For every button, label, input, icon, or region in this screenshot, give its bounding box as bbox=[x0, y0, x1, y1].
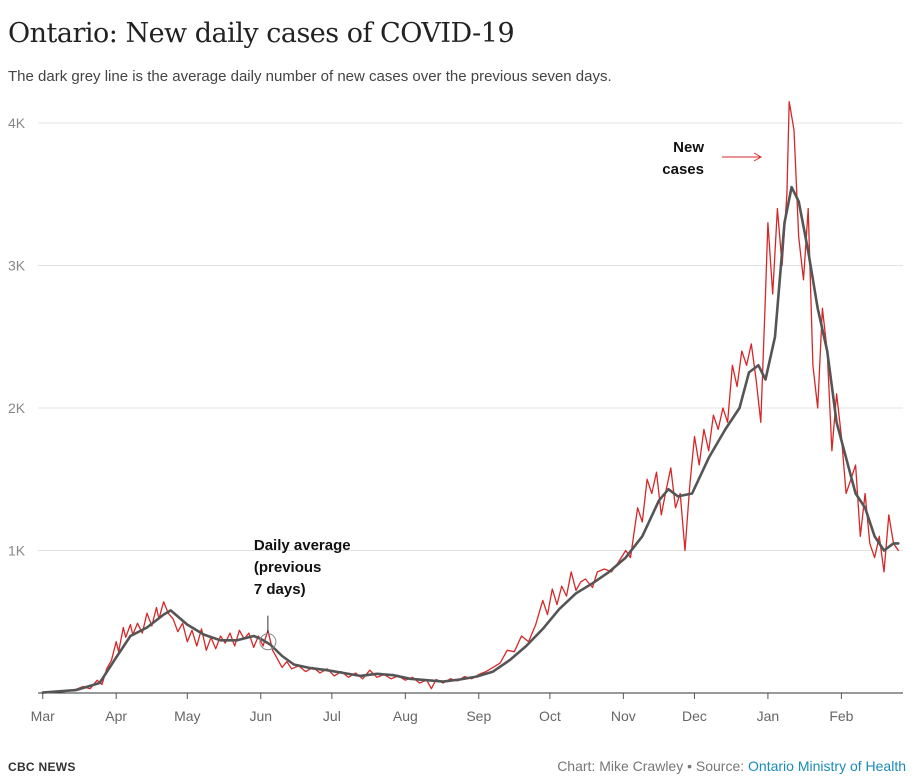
annotations: Daily average (previous 7 days) New cases bbox=[254, 139, 763, 651]
y-tick-label: 1K bbox=[8, 543, 26, 559]
x-tick-label: Jan bbox=[757, 708, 780, 724]
chart-subtitle: The dark grey line is the average daily … bbox=[8, 68, 612, 85]
gridlines bbox=[38, 122, 903, 694]
line-chart: 1K 2K 3K 4K Mar Apr May Jun Jul Aug Sep Oct Nov Dec J… bbox=[8, 100, 903, 724]
x-axis-ticks: Mar Apr May Jun Jul Aug Sep Oct Nov Dec Jan Feb bbox=[31, 693, 854, 724]
daily-cases-line bbox=[42, 100, 899, 694]
seven-day-average-line bbox=[41, 185, 900, 694]
source-link[interactable]: Ontario Ministry of Health bbox=[748, 758, 906, 774]
chart-credit: Chart: Mike Crawley • Source: Ontario Mi… bbox=[557, 758, 906, 774]
x-tick-label: Jul bbox=[323, 708, 341, 724]
annotation-daily-average-line: 7 days) bbox=[254, 581, 306, 598]
y-tick-label: 4K bbox=[8, 115, 26, 131]
y-tick-label: 3K bbox=[8, 258, 26, 274]
annotation-arrow-head bbox=[753, 152, 763, 162]
y-tick-label: 2K bbox=[8, 400, 26, 416]
x-tick-label: Dec bbox=[682, 708, 707, 724]
x-tick-label: Sep bbox=[466, 708, 491, 724]
x-tick-label: May bbox=[174, 708, 200, 724]
series-lines bbox=[41, 100, 900, 694]
annotation-new-cases-line: New bbox=[673, 139, 704, 156]
annotation-daily-average-line: (previous bbox=[254, 559, 322, 576]
y-axis-ticks: 1K 2K 3K 4K bbox=[8, 115, 26, 559]
annotation-daily-average-line: Daily average bbox=[254, 537, 351, 554]
x-tick-label: Feb bbox=[829, 708, 853, 724]
brand-logo-text: CBC NEWS bbox=[8, 760, 76, 774]
chart-title: Ontario: New daily cases of COVID-19 bbox=[8, 18, 515, 49]
x-tick-label: Aug bbox=[393, 708, 418, 724]
x-tick-label: Apr bbox=[105, 708, 127, 724]
x-tick-label: Nov bbox=[611, 708, 636, 724]
x-tick-label: Mar bbox=[31, 708, 55, 724]
annotation-circle bbox=[259, 633, 277, 651]
credit-text: Chart: Mike Crawley • Source: bbox=[557, 758, 749, 774]
x-tick-label: Jun bbox=[249, 708, 272, 724]
annotation-new-cases-line: cases bbox=[662, 161, 704, 178]
x-tick-label: Oct bbox=[539, 708, 561, 724]
